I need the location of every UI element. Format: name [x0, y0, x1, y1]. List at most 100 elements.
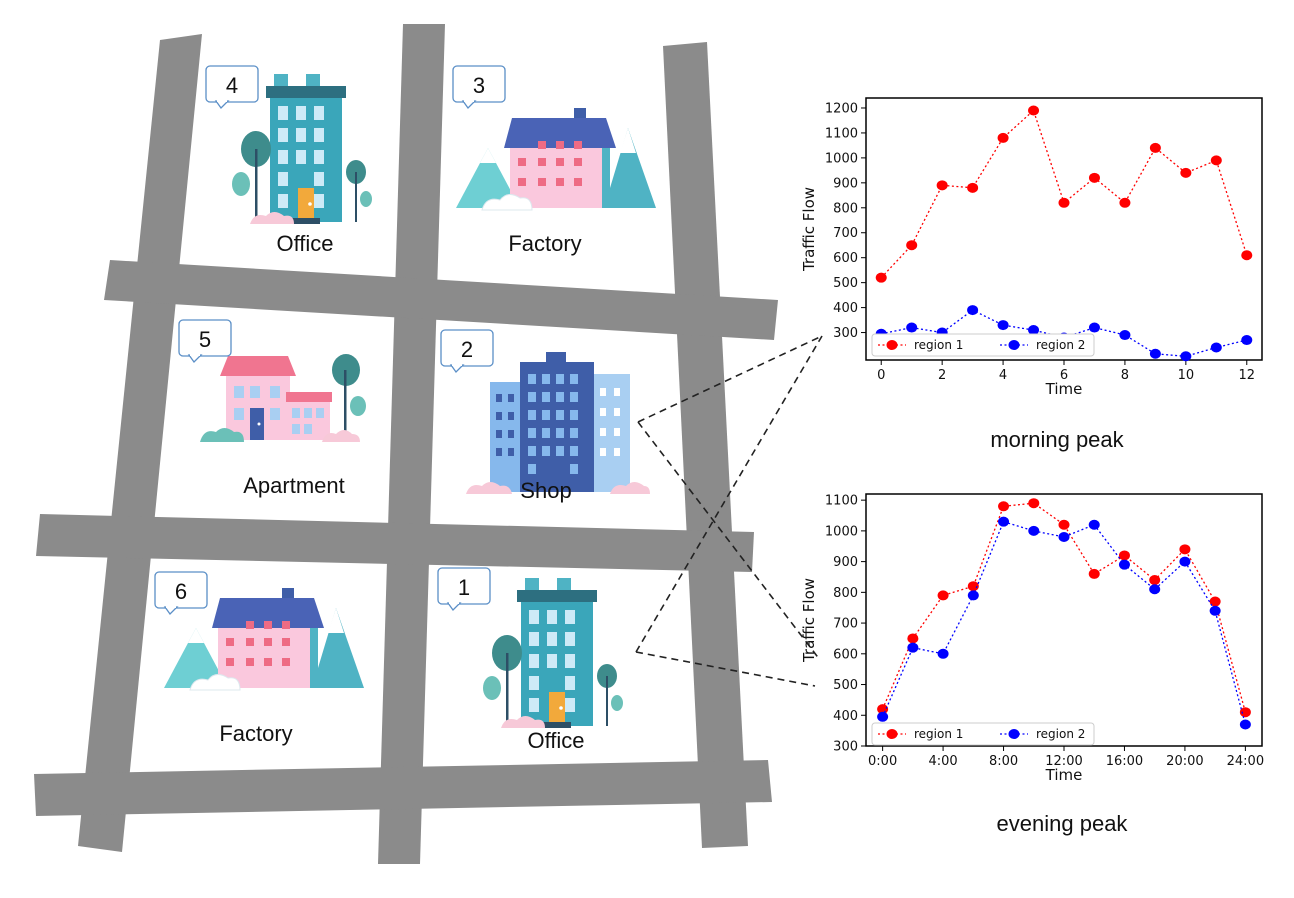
block-number: 3	[473, 73, 485, 98]
block-number: 1	[458, 575, 470, 600]
data-point-series-1	[967, 581, 979, 592]
data-point-series-2	[967, 590, 979, 601]
data-point-series-1	[998, 501, 1010, 512]
road-horizontal-1	[104, 260, 778, 340]
data-point-series-1	[1088, 172, 1100, 183]
evening-peak-caption: evening peak	[997, 811, 1129, 836]
data-point-series-2	[998, 516, 1010, 527]
data-point-series-2	[1028, 525, 1040, 536]
legend-box	[871, 333, 1095, 357]
y-tick-label: 600	[833, 647, 858, 662]
connector-lines	[635, 335, 823, 687]
road-vertical-1	[78, 34, 202, 852]
legend: region 1 region 2	[871, 722, 1095, 746]
data-point-series-1	[967, 182, 979, 193]
apartment-building-icon	[200, 354, 366, 442]
y-tick-label: 900	[833, 176, 858, 191]
x-axis-title: Time	[1045, 766, 1083, 784]
road-grid	[34, 24, 778, 864]
x-tick-label: 24:00	[1227, 754, 1264, 769]
x-tick-label: 4	[999, 368, 1007, 383]
legend-label: region 1	[914, 338, 963, 352]
x-tick-label: 4:00	[928, 754, 957, 769]
data-point-series-1	[907, 633, 919, 644]
legend-box	[871, 722, 1095, 746]
y-axis-title: Traffic Flow	[800, 578, 818, 663]
y-tick-label: 300	[833, 326, 858, 341]
connector-office-morning	[635, 335, 823, 653]
x-axis-title: Time	[1045, 380, 1083, 398]
legend-marker	[886, 729, 898, 739]
data-point-series-2	[1179, 556, 1191, 567]
road-vertical-3	[663, 42, 748, 848]
y-tick-label: 1100	[825, 494, 858, 509]
data-point-series-1	[1119, 197, 1131, 208]
y-tick-label: 300	[833, 740, 858, 755]
data-point-series-2	[1239, 719, 1251, 730]
block-number: 6	[175, 579, 187, 604]
y-tick-label: 700	[833, 617, 858, 632]
road-vertical-2	[378, 24, 445, 864]
data-point-series-1	[1058, 197, 1070, 208]
data-point-series-1	[1149, 142, 1161, 153]
x-tick-label: 6	[1060, 368, 1068, 383]
number-bubble: 3	[452, 65, 506, 110]
number-bubble: 4	[205, 65, 259, 110]
data-point-series-2	[937, 648, 949, 659]
legend-label: region 1	[914, 727, 963, 741]
building-label: Shop	[520, 478, 571, 503]
y-tick-label: 1000	[825, 524, 858, 539]
block-4: 4 Office	[205, 65, 372, 256]
data-point-series-1	[1058, 519, 1070, 530]
block-number: 2	[461, 337, 473, 362]
data-point-series-1	[1180, 167, 1192, 178]
data-point-series-2	[1149, 584, 1161, 595]
data-point-series-2	[1058, 532, 1070, 543]
legend-marker	[886, 340, 898, 350]
data-point-series-2	[1119, 330, 1131, 341]
y-tick-label: 400	[833, 709, 858, 724]
building-label: Factory	[508, 231, 581, 256]
block-number: 4	[226, 73, 238, 98]
data-point-series-1	[1149, 575, 1161, 586]
data-point-series-2	[1149, 348, 1161, 359]
data-point-series-2	[1180, 351, 1192, 362]
connector-office-evening	[635, 651, 816, 687]
road-horizontal-2	[36, 514, 754, 572]
number-bubble: 2	[440, 329, 494, 374]
data-point-series-1	[1209, 596, 1221, 607]
y-tick-label: 900	[833, 555, 858, 570]
building-label: Office	[276, 231, 333, 256]
data-point-series-1	[937, 590, 949, 601]
data-point-series-1	[1241, 250, 1253, 261]
data-point-series-2	[877, 711, 889, 722]
data-point-series-2	[906, 322, 918, 333]
legend-label: region 2	[1036, 727, 1085, 741]
building-label: Office	[527, 728, 584, 753]
block-6: 6 Factory	[154, 571, 365, 746]
building-label: Factory	[219, 721, 292, 746]
morning-peak-caption: morning peak	[990, 427, 1124, 452]
y-tick-label: 1000	[825, 151, 858, 166]
building-label: Apartment	[243, 473, 345, 498]
data-point-series-2	[1088, 322, 1100, 333]
y-axis-title: Traffic Flow	[800, 187, 818, 272]
number-bubble: 6	[154, 571, 208, 616]
data-point-series-2	[967, 305, 979, 316]
legend-marker	[1008, 729, 1020, 739]
y-tick-label: 1100	[825, 126, 858, 141]
data-point-series-2	[1088, 519, 1100, 530]
y-tick-label: 400	[833, 301, 858, 316]
data-point-series-1	[1028, 498, 1040, 509]
connector-shop-evening	[637, 421, 821, 661]
data-point-series-1	[1028, 105, 1040, 116]
x-tick-label: 2	[938, 368, 946, 383]
data-point-series-2	[907, 642, 919, 653]
data-point-series-2	[1209, 605, 1221, 616]
y-tick-label: 500	[833, 678, 858, 693]
data-point-series-2	[1028, 325, 1040, 336]
data-point-series-1	[1179, 544, 1191, 555]
legend: region 1 region 2	[871, 333, 1095, 357]
